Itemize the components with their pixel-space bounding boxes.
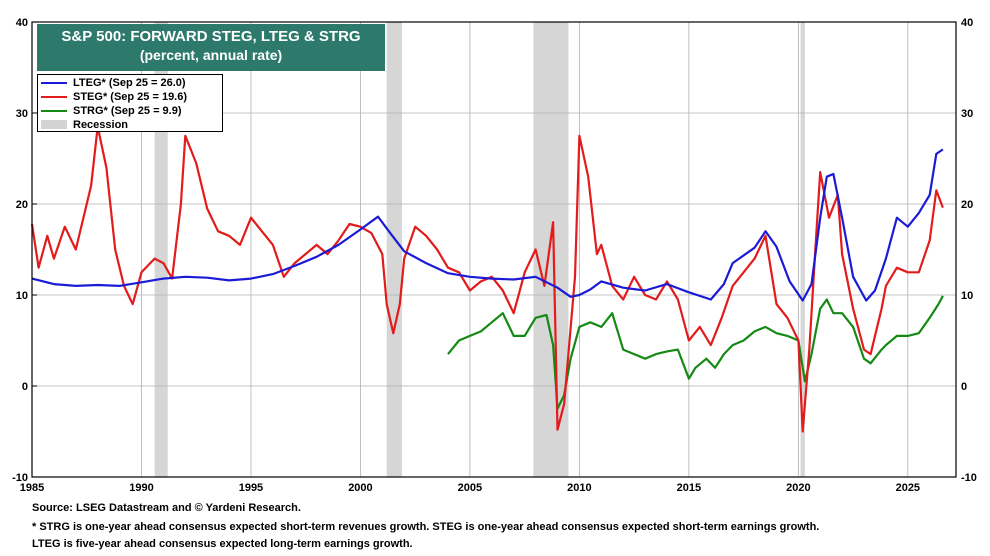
legend-item-steg: STEG* (Sep 25 = 19.6) xyxy=(38,90,222,103)
y-tick-label-left: 20 xyxy=(16,199,28,211)
recession-band xyxy=(800,22,805,477)
legend-swatch-strg xyxy=(41,109,67,112)
y-tick-label-right: 30 xyxy=(961,108,973,120)
x-tick-label: 2005 xyxy=(458,482,482,494)
legend-label-strg: STRG* (Sep 25 = 9.9) xyxy=(73,104,182,117)
series-line-strg xyxy=(447,295,944,410)
y-tick-label-right: -10 xyxy=(961,472,977,484)
legend-swatch-steg xyxy=(41,95,67,98)
x-tick-label: 1985 xyxy=(20,482,44,494)
recession-band xyxy=(154,22,168,477)
y-tick-label-right: 10 xyxy=(961,290,973,302)
legend-label-recession: Recession xyxy=(73,118,129,131)
series-line-lteg xyxy=(31,148,944,302)
recession-bands xyxy=(154,22,805,477)
recession-band xyxy=(533,22,569,477)
y-tick-label-left: 10 xyxy=(16,290,28,302)
plot-frame xyxy=(31,21,957,478)
x-tick-label: 2025 xyxy=(896,482,920,494)
chart-legend: LTEG* (Sep 25 = 26.0) STEG* (Sep 25 = 19… xyxy=(37,74,223,132)
x-tick-label: 2020 xyxy=(786,482,810,494)
chart-title-box: S&P 500: FORWARD STEG, LTEG & STRG (perc… xyxy=(37,24,385,71)
footer-source: Source: LSEG Datastream and © Yardeni Re… xyxy=(32,502,301,514)
x-tick-label: 2015 xyxy=(677,482,701,494)
legend-label-lteg: LTEG* (Sep 25 = 26.0) xyxy=(73,76,186,89)
legend-label-steg: STEG* (Sep 25 = 19.6) xyxy=(73,90,188,103)
y-tick-label-right: 40 xyxy=(961,17,973,29)
legend-item-lteg: LTEG* (Sep 25 = 26.0) xyxy=(38,76,222,89)
x-tick-label: 2000 xyxy=(348,482,372,494)
y-tick-label-right: 0 xyxy=(961,381,967,393)
legend-item-strg: STRG* (Sep 25 = 9.9) xyxy=(38,104,222,117)
y-tick-label-left: 30 xyxy=(16,108,28,120)
footer-note-2: LTEG is five-year ahead consensus expect… xyxy=(32,538,413,550)
footer-note-1: * STRG is one-year ahead consensus expec… xyxy=(32,521,820,533)
recession-band xyxy=(386,22,403,477)
y-tick-label-left: 0 xyxy=(22,381,28,393)
y-tick-label-left: 40 xyxy=(16,17,28,29)
chart-title: S&P 500: FORWARD STEG, LTEG & STRG xyxy=(61,28,361,45)
series-line-steg xyxy=(30,125,944,433)
y-tick-label-left: -10 xyxy=(12,472,28,484)
x-tick-label: 2010 xyxy=(567,482,591,494)
x-tick-label: 1995 xyxy=(239,482,263,494)
chart-subtitle: (percent, annual rate) xyxy=(139,47,283,63)
legend-swatch-recession xyxy=(41,120,67,129)
x-tick-label: 1990 xyxy=(129,482,153,494)
series-lines xyxy=(30,125,944,433)
legend-item-recession: Recession xyxy=(38,118,222,131)
legend-swatch-lteg xyxy=(41,81,67,84)
y-tick-label-right: 20 xyxy=(961,199,973,211)
